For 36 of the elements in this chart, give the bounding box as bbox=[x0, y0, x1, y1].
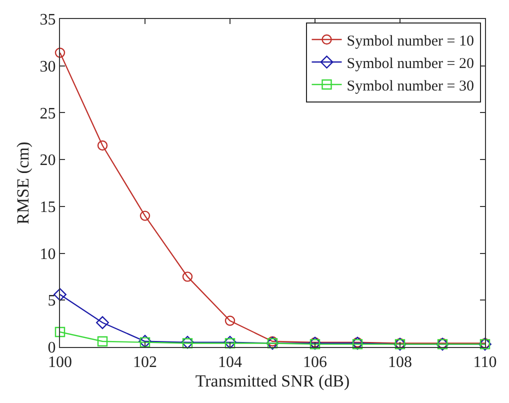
point bbox=[140, 337, 150, 348]
point bbox=[140, 210, 150, 221]
point bbox=[54, 48, 66, 58]
point bbox=[54, 288, 66, 301]
x-tick-label: 110 bbox=[473, 354, 497, 372]
point bbox=[182, 338, 193, 348]
point bbox=[54, 326, 66, 338]
y-tick-label: 10 bbox=[40, 246, 56, 263]
point bbox=[138, 334, 152, 348]
y-tick-label: 30 bbox=[40, 58, 56, 76]
point bbox=[224, 338, 236, 348]
point bbox=[97, 336, 108, 346]
point bbox=[181, 336, 194, 349]
x-axis-title: Transmitted SNR (dB) bbox=[195, 372, 350, 391]
y-tick-label: 25 bbox=[40, 105, 56, 122]
y-tick-label: 20 bbox=[40, 152, 56, 170]
y-tick-label: 5 bbox=[48, 292, 56, 310]
legend-label: Symbol number = 10 bbox=[346, 33, 474, 50]
legend-label: Symbol number = 30 bbox=[346, 78, 474, 94]
x-tick-label: 100 bbox=[48, 354, 72, 372]
point bbox=[182, 272, 193, 282]
point bbox=[97, 140, 108, 151]
point bbox=[224, 336, 236, 349]
y-tick-label: 35 bbox=[40, 12, 56, 29]
y-tick-label: 15 bbox=[40, 199, 56, 216]
x-tick-label: 108 bbox=[388, 354, 412, 372]
y-axis-title: RMSE (cm) bbox=[13, 142, 32, 224]
point bbox=[96, 316, 109, 330]
legend-label: Symbol number = 20 bbox=[346, 56, 474, 72]
point bbox=[351, 336, 364, 350]
y-tick-label: 0 bbox=[48, 340, 56, 357]
x-tick-label: 106 bbox=[303, 354, 327, 372]
point bbox=[224, 316, 236, 326]
x-tick-label: 102 bbox=[133, 354, 157, 372]
x-tick-label: 104 bbox=[218, 354, 242, 372]
point bbox=[308, 336, 322, 350]
